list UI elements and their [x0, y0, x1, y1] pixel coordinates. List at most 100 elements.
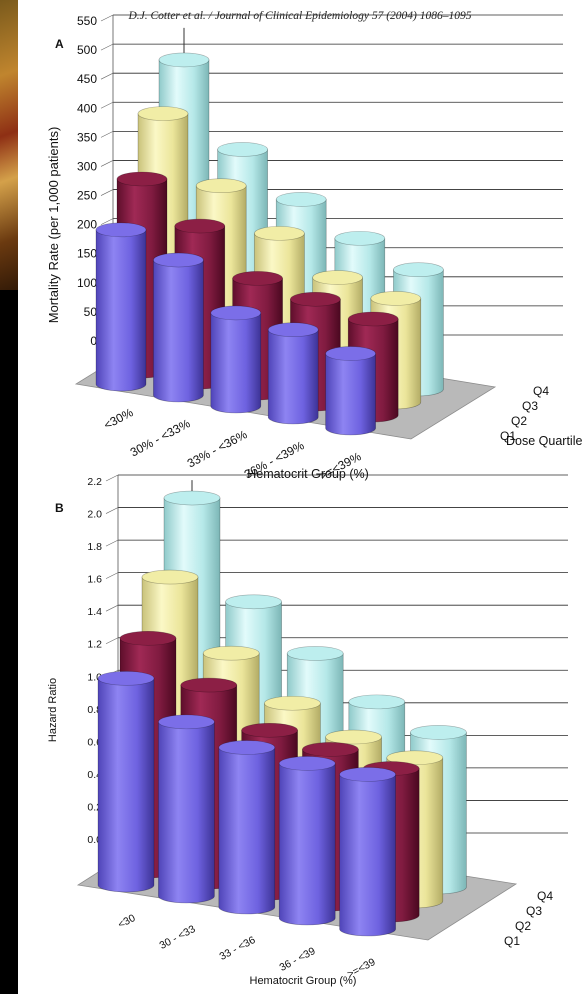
x-tick-label: 36 - <39	[277, 945, 317, 974]
bar-Q1-1	[158, 714, 215, 904]
y-tick-label: 400	[77, 101, 97, 115]
bar-top	[278, 756, 336, 771]
bar-top	[290, 291, 341, 307]
x-tick-label: 30% - <33%	[128, 416, 193, 459]
bar-top	[410, 725, 467, 740]
gridline-side	[100, 72, 114, 80]
bar-body	[325, 353, 376, 436]
x-tick-label: 33% - <36%	[185, 427, 250, 470]
bar-top	[334, 231, 386, 246]
gridline-side	[105, 604, 119, 612]
depth-axis-title: Dose Quartile	[506, 434, 582, 448]
y-tick-label: 350	[77, 130, 97, 144]
y-tick-label: 100	[77, 276, 97, 290]
bar-top	[275, 192, 327, 207]
gridline-side	[105, 507, 119, 514]
bar-Q1-2	[210, 305, 262, 414]
gridline-side	[100, 102, 114, 109]
panel-label: A	[55, 37, 64, 51]
y-tick-label: 1.6	[87, 574, 102, 586]
bar-top	[180, 677, 238, 693]
bar-top	[370, 291, 422, 306]
bar-top	[264, 695, 321, 711]
y-axis-title: Hazard Ratio	[47, 678, 59, 742]
gridline-side	[105, 539, 119, 547]
bar-top	[119, 630, 177, 646]
series-label: Q2	[511, 414, 527, 428]
figure-svg: A050100150200250300350400450500550<30%30…	[46, 14, 582, 987]
panel-b: B0.00.20.40.60.81.01.21.41.61.82.02.2<30…	[47, 474, 568, 987]
y-tick-label: 500	[77, 43, 97, 57]
bar-Q1-1	[153, 252, 204, 403]
y-tick-label: 200	[77, 218, 97, 232]
series-label: Q3	[522, 399, 538, 413]
panel-a: A 0 50 100 150 200 250 300 350 400 450 500 550 <30%30…	[46, 14, 582, 483]
bar-Q1-0	[97, 671, 155, 893]
bar-top	[202, 645, 260, 661]
series-label: Q4	[533, 384, 549, 398]
bar-top	[286, 646, 344, 661]
y-tick-label: 1.8	[87, 541, 102, 553]
x-tick-label: 30 - <33	[157, 923, 197, 952]
gridline-side	[105, 572, 119, 579]
bar-top	[163, 490, 221, 506]
y-tick-label: 2.0	[87, 509, 102, 521]
bar-top	[141, 569, 199, 585]
bar-body	[339, 774, 396, 937]
bar-top	[218, 740, 276, 755]
y-axis-title: Mortality Rate (per 1,000 patients)	[46, 127, 61, 324]
bar-Q1-2	[218, 740, 276, 915]
y-tick-label: 450	[77, 72, 97, 86]
y-tick-label: 2.2	[87, 476, 102, 488]
bar-top	[312, 270, 363, 285]
bar-top	[210, 305, 262, 321]
x-tick-label: 33 - <36	[217, 934, 257, 963]
bar-Q1-3	[267, 322, 319, 425]
bar-top	[302, 742, 359, 757]
bar-Q1-4	[325, 346, 376, 436]
y-tick-label: 1.4	[87, 606, 102, 618]
journal-page: D.J. Cotter et al. / Journal of Clinical…	[18, 0, 582, 994]
bar-top	[225, 594, 282, 610]
bar-Q1-4	[339, 767, 396, 937]
bar-body	[278, 763, 336, 926]
y-tick-label: 150	[77, 247, 97, 261]
bar-top	[267, 322, 319, 338]
bar-body	[95, 229, 147, 392]
bar-top	[348, 694, 406, 710]
bar-top	[116, 171, 168, 187]
gridline-side	[100, 218, 114, 225]
bar-top	[97, 671, 155, 686]
bar-top	[241, 722, 298, 738]
series-label: Q2	[515, 919, 531, 933]
gridline-side	[105, 474, 119, 482]
y-tick-label: 300	[77, 159, 97, 173]
gridline-side	[105, 637, 119, 644]
gridline-side	[100, 14, 114, 22]
bar-top	[325, 729, 382, 745]
bar-body	[218, 747, 276, 915]
bar-top	[232, 271, 283, 286]
series-label: Q3	[526, 904, 542, 918]
gridline-side	[100, 131, 114, 138]
bar-top	[347, 311, 399, 327]
bar-body	[158, 721, 215, 904]
bar-body	[210, 312, 262, 414]
gridline-side	[100, 43, 114, 51]
bar-top	[153, 252, 204, 268]
y-tick-label: 50	[84, 305, 98, 319]
bar-top	[95, 222, 147, 238]
bar-top	[325, 346, 376, 361]
bar-Q1-3	[278, 756, 336, 926]
bar-Q1-0	[95, 222, 147, 392]
series-label: Q4	[537, 889, 553, 903]
series-label: Q1	[504, 934, 520, 948]
gridline-side	[100, 160, 114, 167]
x-tick-label: <30%	[101, 405, 135, 432]
bar-body	[153, 259, 204, 403]
running-header: D.J. Cotter et al. / Journal of Clinical…	[128, 10, 472, 22]
y-tick-label: 1.2	[87, 639, 102, 651]
x-tick-label: <30	[116, 912, 138, 931]
series-label: Q1	[500, 429, 516, 443]
bar-top	[195, 178, 247, 194]
